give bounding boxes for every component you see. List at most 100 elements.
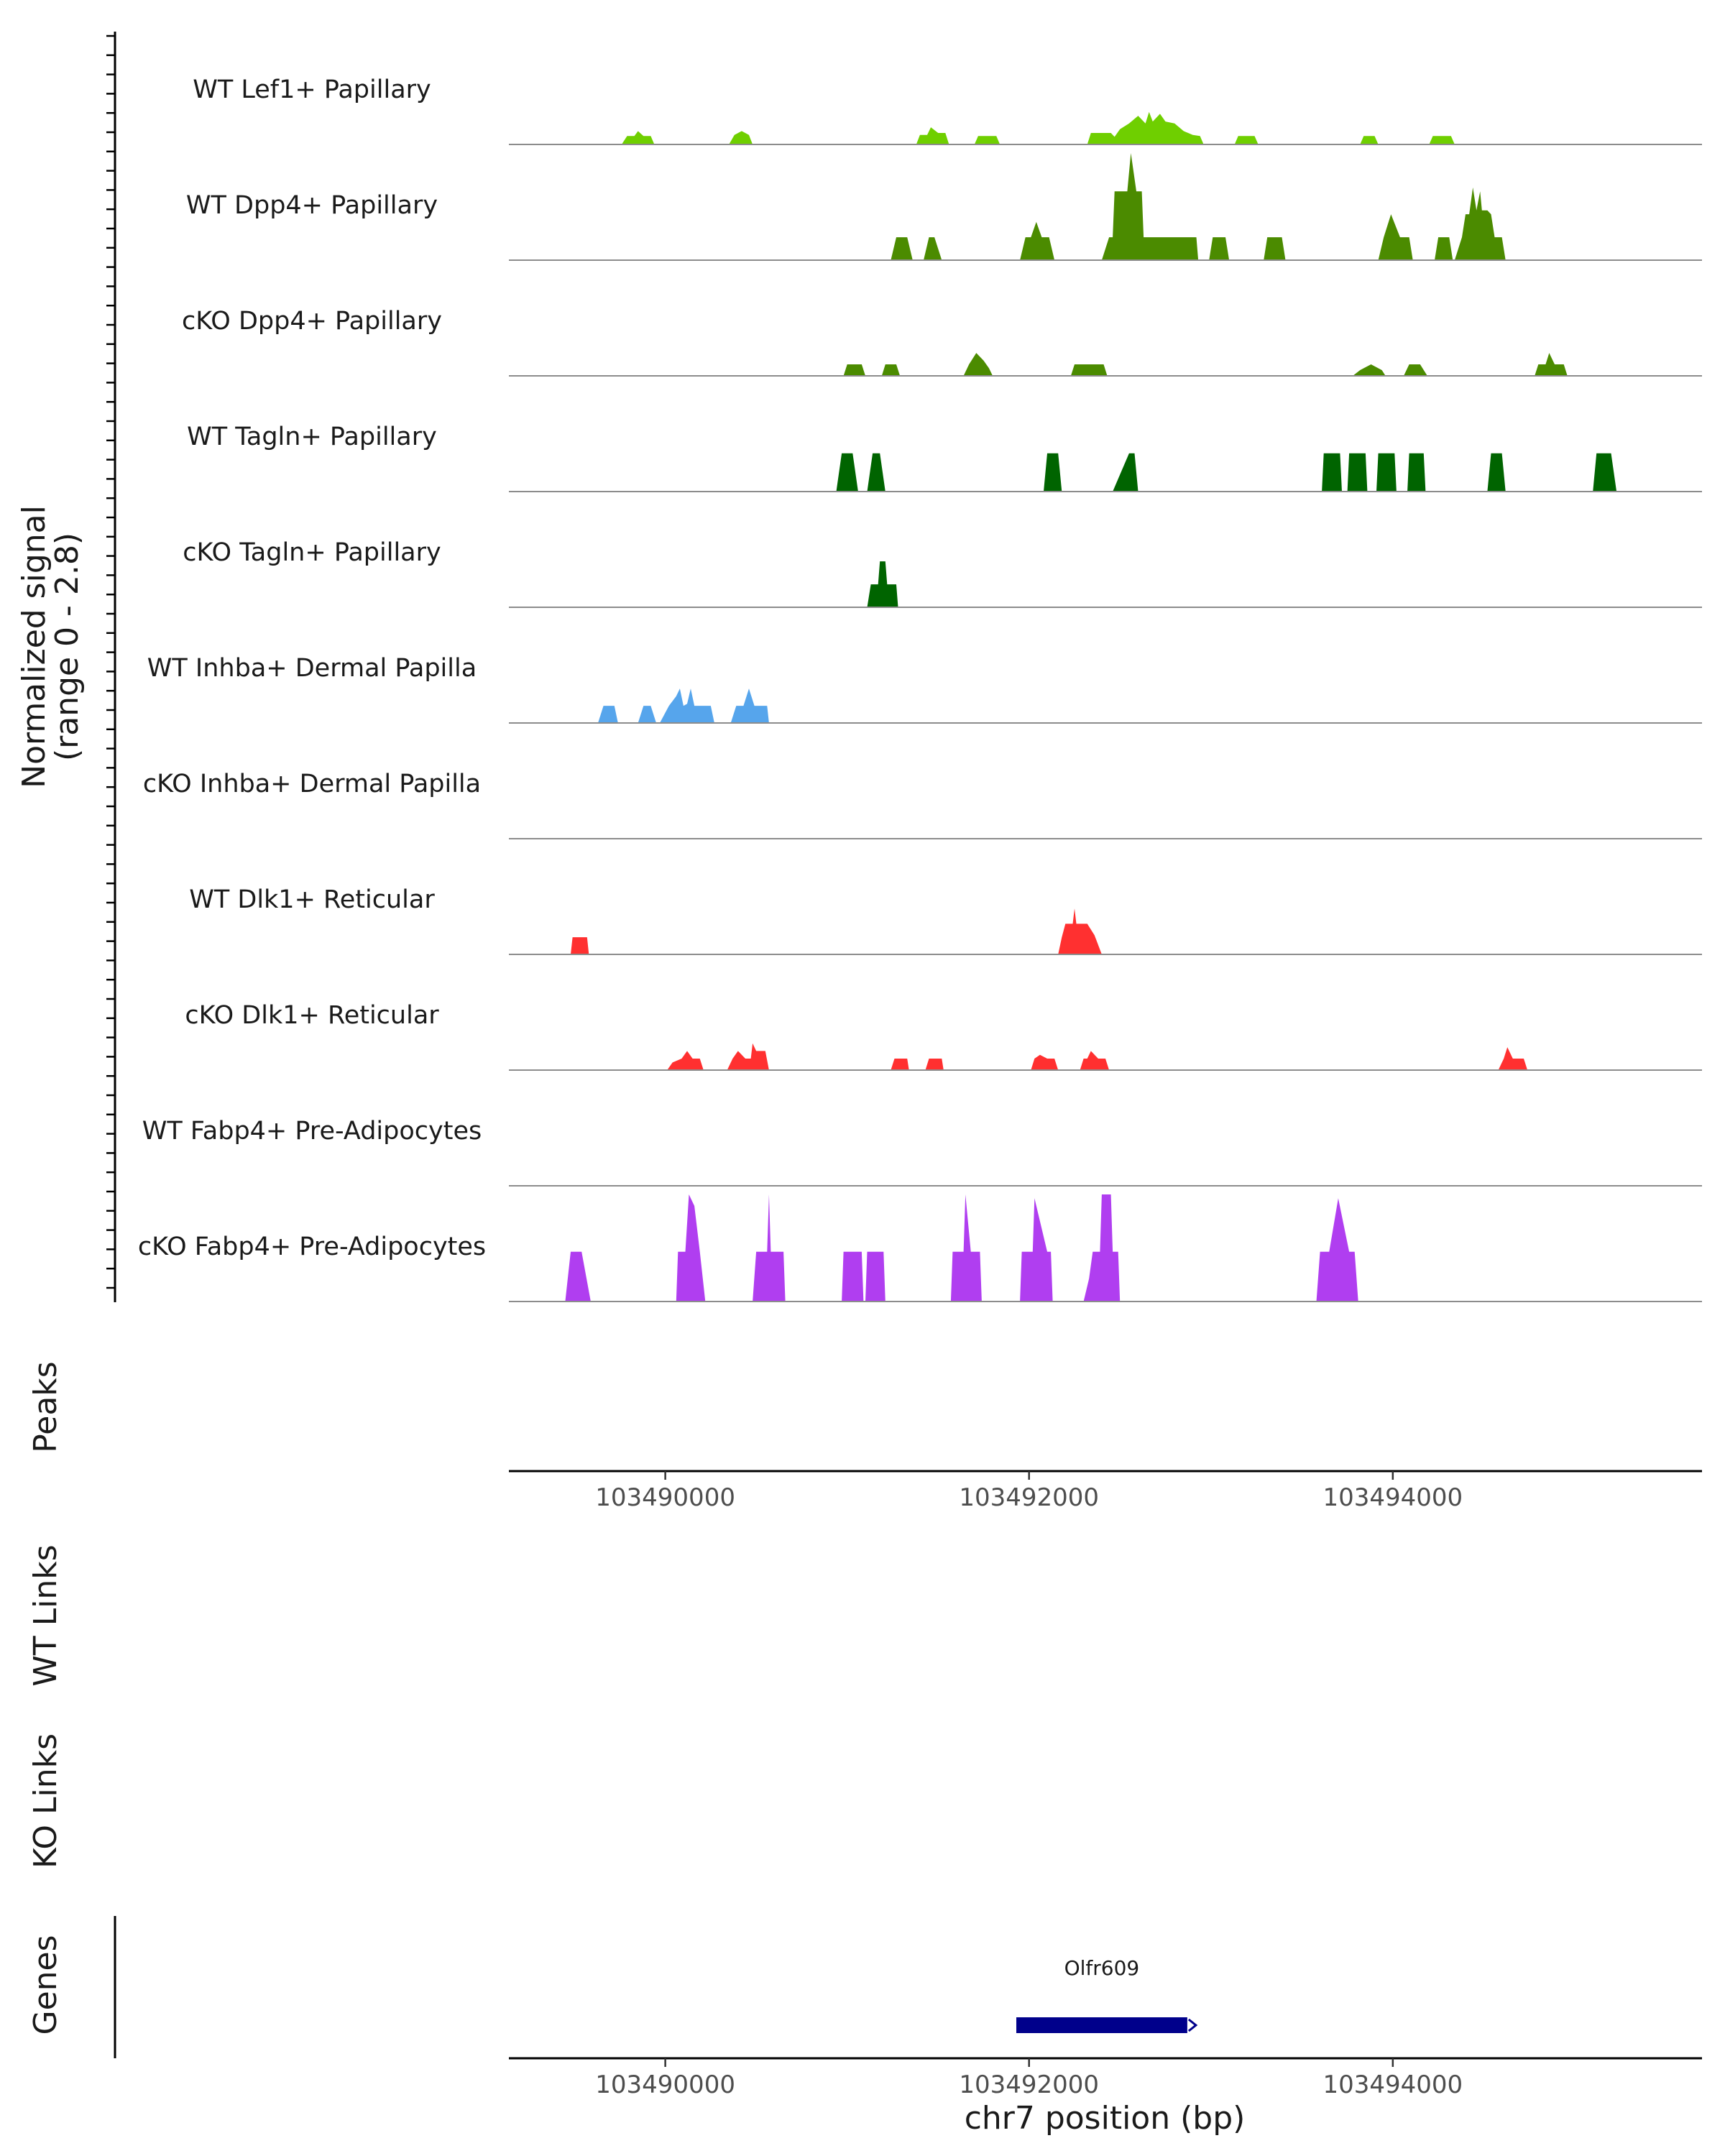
coverage-peak	[1487, 453, 1506, 492]
coverage-peak	[676, 1194, 706, 1302]
y-title-line-2: (range 0 - 2.8)	[49, 533, 86, 761]
coverage-peak	[1535, 353, 1568, 376]
coverage-peak	[843, 364, 865, 376]
coverage-peak	[924, 237, 942, 260]
coverage-peak	[1407, 453, 1426, 492]
track-5: cKO Tagln+ Papillary	[183, 538, 1702, 608]
coverage-y-title-line1: Normalized signal(range 0 - 2.8)	[16, 505, 86, 788]
coverage-peak	[660, 688, 714, 723]
coverage-peak	[571, 937, 589, 954]
track-label: WT Dpp4+ Papillary	[186, 191, 438, 220]
gene-label: Olfr609	[1064, 1956, 1140, 1980]
coverage-peak	[1347, 453, 1368, 492]
coverage-peak	[974, 136, 1000, 144]
coverage-peak	[1353, 364, 1386, 376]
coverage-y-axis	[106, 32, 116, 1302]
coverage-peak	[565, 1251, 591, 1302]
track-2: WT Dpp4+ Papillary	[186, 153, 1702, 261]
track-label: cKO Inhba+ Dermal Papilla	[143, 770, 481, 798]
coverage-peak	[1360, 136, 1379, 144]
coverage-peak	[1113, 453, 1138, 492]
coverage-peak	[842, 1251, 864, 1302]
coverage-peak	[891, 1059, 909, 1070]
coverage-peak	[1083, 1194, 1121, 1302]
coverage-peak	[1316, 1198, 1358, 1302]
coverage-peak	[881, 364, 901, 376]
coverage-peak	[638, 706, 656, 723]
coverage-peak	[1454, 187, 1506, 260]
coverage-peak	[1080, 1051, 1110, 1070]
x-axis-title: chr7 position (bp)	[965, 2100, 1246, 2137]
coverage-peak	[1498, 1047, 1528, 1070]
y-title-line-1: Normalized signal	[16, 505, 52, 788]
track-7: cKO Inhba+ Dermal Papilla	[143, 770, 1702, 839]
track-label: cKO Fabp4+ Pre-Adipocytes	[138, 1233, 486, 1261]
track-label: cKO Tagln+ Papillary	[183, 538, 441, 567]
coverage-peak	[1593, 453, 1617, 492]
coverage-peak	[1044, 453, 1062, 492]
coverage-peak	[1020, 1198, 1053, 1302]
track-10: WT Fabp4+ Pre-Adipocytes	[142, 1117, 1702, 1187]
coverage-tracks: WT Lef1+ Papillary WT Dpp4+ Papillary cKO …	[138, 75, 1702, 1302]
coverage-peak	[1429, 136, 1455, 144]
coverage-peak	[1264, 237, 1286, 260]
coverage-peak	[1378, 214, 1413, 260]
wt-links-panel-title: WT Links	[27, 1544, 64, 1686]
coverage-peak	[621, 131, 655, 144]
track-label: cKO Dpp4+ Papillary	[182, 307, 442, 336]
coverage-peak	[598, 706, 618, 723]
track-label: cKO Dlk1+ Reticular	[185, 1001, 439, 1030]
x-tick-label: 103492000	[959, 2070, 1099, 2099]
coverage-peak	[836, 453, 858, 492]
x-tick-label: 103494000	[1322, 1483, 1463, 1512]
coverage-peak	[1087, 111, 1204, 144]
coverage-peak	[925, 1059, 944, 1070]
track-1: WT Lef1+ Papillary	[193, 75, 1702, 145]
x-tick-label: 103492000	[959, 1483, 1099, 1512]
track-label: WT Inhba+ Dermal Papilla	[147, 654, 477, 683]
track-label: WT Lef1+ Papillary	[193, 75, 431, 104]
track-11: cKO Fabp4+ Pre-Adipocytes	[138, 1194, 1702, 1302]
coverage-peak	[729, 131, 753, 144]
peaks-panel-title: Peaks	[27, 1361, 64, 1452]
track-3: cKO Dpp4+ Papillary	[182, 307, 1702, 377]
track-label: WT Tagln+ Papillary	[187, 423, 437, 451]
coverage-peak	[891, 237, 913, 260]
coverage-peak	[1031, 1054, 1059, 1070]
coverage-peak	[730, 688, 769, 723]
coverage-peak	[1376, 453, 1397, 492]
x-tick-label: 103494000	[1322, 2070, 1463, 2099]
coverage-peak	[865, 1251, 886, 1302]
coverage-peak	[1058, 908, 1102, 954]
track-8: WT Dlk1+ Reticular	[189, 885, 1702, 955]
track-label: WT Dlk1+ Reticular	[189, 885, 435, 914]
genes-panel-title: Genes	[27, 1935, 64, 2035]
genes-x-axis: 103490000 103492000 103494000	[509, 2057, 1702, 2099]
x-tick-label: 103490000	[595, 1483, 735, 1512]
track-label: WT Fabp4+ Pre-Adipocytes	[142, 1117, 482, 1146]
ko-links-panel-title: KO Links	[27, 1733, 64, 1869]
coverage-peak	[753, 1194, 786, 1302]
coverage-peak	[1209, 237, 1230, 260]
coverage-peak	[1101, 153, 1199, 260]
track-6: WT Inhba+ Dermal Papilla	[147, 654, 1702, 724]
peaks-x-axis: 103490000 103492000 103494000	[509, 1470, 1702, 1512]
coverage-peak	[1404, 364, 1427, 376]
gene-strand-arrow	[1187, 2018, 1198, 2032]
coverage-peak	[1322, 453, 1342, 492]
coverage-peak	[1435, 237, 1453, 260]
gene-track: Olfr609	[1016, 1956, 1198, 2033]
coverage-peak	[963, 353, 993, 376]
coverage-peak	[727, 1043, 769, 1070]
coverage-peak	[1070, 364, 1108, 376]
track-9: cKO Dlk1+ Reticular	[185, 1001, 1702, 1071]
coverage-peak	[867, 561, 898, 607]
coverage-peak	[1234, 136, 1259, 144]
coverage-peak	[1020, 221, 1055, 260]
coverage-peak	[867, 453, 886, 492]
coverage-peak	[950, 1194, 982, 1302]
track-4: WT Tagln+ Papillary	[187, 423, 1702, 492]
gene-body	[1016, 2017, 1187, 2033]
coverage-peak	[667, 1051, 704, 1070]
